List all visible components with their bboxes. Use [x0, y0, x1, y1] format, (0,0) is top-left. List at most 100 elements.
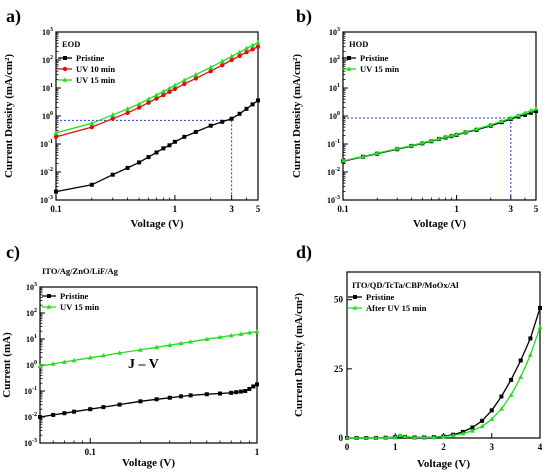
y-tick-label: 10-1: [327, 139, 340, 149]
y-tick-label: 103: [329, 27, 340, 37]
data-point: [255, 44, 261, 49]
annotation-text: EOD: [62, 39, 80, 49]
data-point: [181, 77, 187, 82]
y-tick-label: 10-2: [24, 412, 37, 422]
data-point: [178, 340, 184, 346]
data-point: [125, 110, 130, 116]
data-point: [62, 66, 68, 72]
data-point: [250, 42, 255, 48]
data-point: [89, 124, 94, 130]
y-tick-label: 0: [339, 433, 344, 443]
x-tick-label: 5: [534, 204, 539, 214]
data-point: [217, 391, 222, 396]
data-point: [154, 150, 159, 155]
data-point: [534, 109, 538, 114]
y-tick-label: 100: [26, 360, 37, 370]
data-point: [46, 304, 52, 309]
data-point: [136, 101, 142, 106]
x-axis-label: Voltage (V): [122, 457, 175, 469]
data-point: [489, 416, 495, 421]
data-point: [110, 116, 115, 121]
series-3: [53, 39, 261, 135]
data-point: [238, 331, 244, 336]
data-point: [374, 150, 380, 155]
legend-label: Pristine: [76, 53, 105, 63]
data-point: [37, 363, 43, 368]
data-point: [499, 118, 505, 124]
data-point: [53, 134, 59, 140]
data-point: [219, 58, 225, 64]
data-point: [488, 122, 494, 127]
data-point: [347, 56, 351, 60]
legend-label: UV 15 min: [60, 302, 99, 312]
data-point: [246, 330, 252, 335]
data-point: [101, 405, 106, 410]
data-point: [238, 389, 243, 394]
data-point: [154, 344, 159, 350]
chart-panel-4: 0 1 2 3 4 0 25 50 Voltage (V) Current Density (mA…: [293, 242, 543, 470]
chart-panel-1: 0.1 1 3 5 10-3 10-2 10-1 100 101 102 103 Voltage (V…: [3, 6, 261, 230]
series-1: [345, 305, 542, 440]
data-point: [499, 406, 504, 411]
data-point: [392, 434, 398, 440]
data-point: [229, 57, 234, 63]
data-point: [499, 394, 504, 399]
data-point: [397, 432, 403, 438]
panel-label: b): [296, 6, 312, 27]
data-point: [101, 352, 106, 358]
y-tick-label: 102: [42, 55, 53, 65]
y-tick-label: 10-3: [40, 195, 53, 205]
data-point: [421, 434, 427, 440]
data-point: [508, 392, 514, 397]
data-point: [518, 374, 524, 379]
x-axis-label: Voltage (V): [130, 218, 183, 230]
data-point: [167, 85, 172, 91]
data-point: [237, 111, 242, 116]
x-tick-label: 1: [255, 447, 260, 457]
data-point: [431, 434, 437, 439]
annotation-text: HOD: [349, 39, 368, 49]
data-point: [537, 324, 543, 330]
data-point: [193, 72, 199, 77]
x-tick-label: 4: [538, 442, 543, 452]
data-point: [182, 81, 187, 87]
data-point: [522, 110, 528, 115]
data-point: [172, 139, 177, 144]
series-2: [344, 324, 543, 440]
data-point: [383, 435, 388, 440]
data-point: [229, 390, 234, 395]
data-point: [161, 146, 166, 151]
data-point: [220, 63, 225, 68]
data-point: [161, 92, 166, 98]
data-point: [188, 393, 193, 398]
panel-label: d): [296, 242, 312, 263]
data-point: [244, 106, 249, 111]
legend-label: Pristine: [366, 292, 395, 302]
data-point: [363, 435, 369, 440]
data-point: [182, 134, 187, 139]
legend-label: UV 15 min: [76, 75, 115, 85]
x-tick-label: 5: [256, 204, 261, 214]
data-point: [489, 408, 494, 413]
x-tick-label: 3: [490, 442, 495, 452]
data-point: [208, 68, 213, 74]
y-tick-label: 25: [334, 364, 344, 374]
x-tick-label: 0.1: [337, 204, 349, 214]
y-axis-label: Current Density (mA/cm²): [293, 293, 305, 417]
data-point: [110, 112, 116, 117]
data-point: [61, 359, 67, 364]
data-point: [193, 129, 198, 134]
data-point: [528, 108, 534, 113]
x-tick-label: 0: [345, 442, 350, 452]
data-point: [229, 53, 235, 59]
data-point: [237, 49, 242, 54]
data-point: [62, 77, 68, 82]
data-point: [136, 105, 142, 110]
data-point: [251, 384, 256, 389]
y-tick-label: 103: [42, 27, 53, 37]
y-axis-label: Current (mA): [1, 332, 13, 398]
data-point: [470, 428, 475, 433]
data-point: [160, 88, 166, 94]
data-point: [533, 106, 539, 111]
